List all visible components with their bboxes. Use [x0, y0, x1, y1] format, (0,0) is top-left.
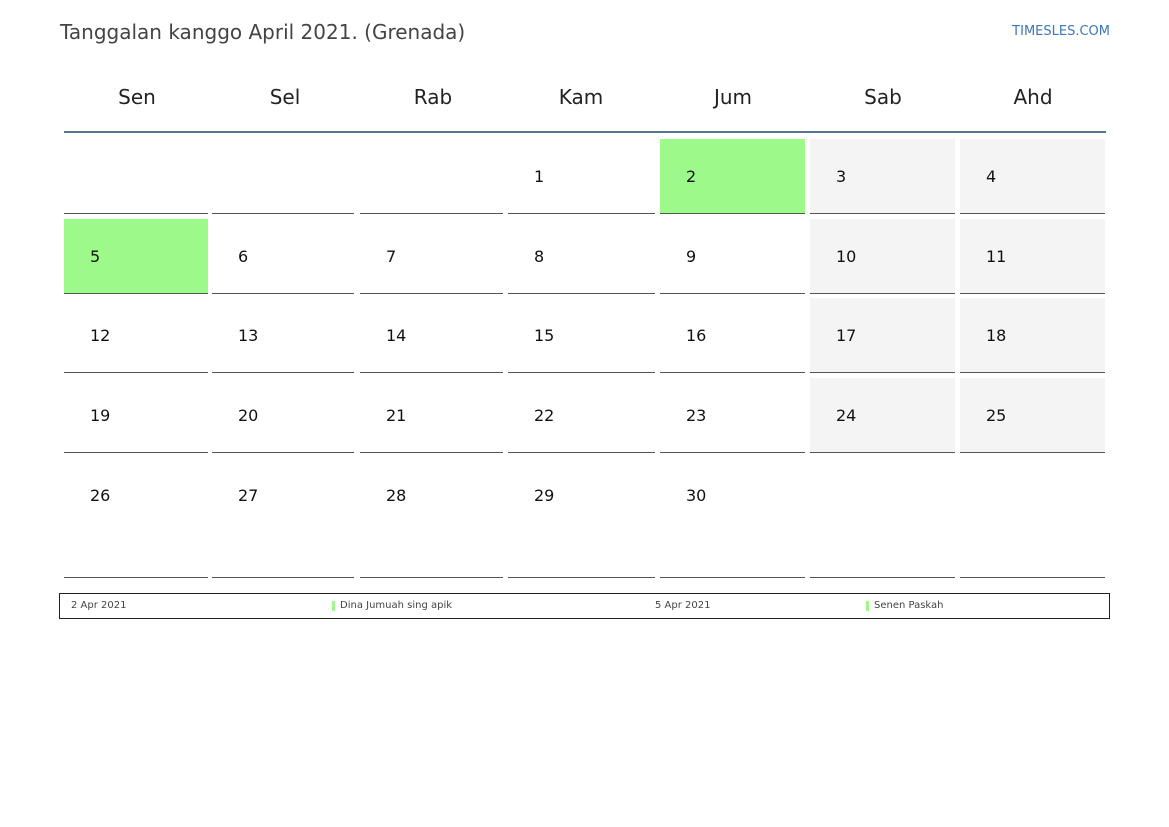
weekday-label: Rab [413, 85, 453, 109]
day-number: 23 [686, 406, 707, 425]
day-cell: 1 [508, 139, 655, 214]
weekday-label: Kam [558, 85, 604, 109]
day-number: 7 [386, 247, 397, 266]
weekday-header-row: Sen Sel Rab Kam Jum Sab Ahd [64, 85, 1106, 115]
day-number: 21 [386, 406, 407, 425]
day-cell: 13 [212, 298, 354, 373]
day-number: 22 [534, 406, 555, 425]
holiday-legend: 2 Apr 2021 Dina Jumuah sing apik 5 Apr 2… [59, 593, 1110, 619]
day-cell: 2 [660, 139, 805, 214]
empty-day-cell [64, 139, 208, 214]
day-number: 2 [686, 167, 697, 186]
day-cell: 5 [64, 219, 208, 294]
day-number: 17 [836, 326, 857, 345]
legend-holiday-name: Senen Paskah [874, 600, 944, 611]
day-cell: 12 [64, 298, 208, 373]
day-cell: 8 [508, 219, 655, 294]
weekday-label: Ahd [1013, 85, 1053, 109]
day-cell: 26 [64, 458, 208, 578]
day-number: 5 [90, 247, 101, 266]
weekday-label: Sab [864, 85, 902, 109]
legend-date: 2 Apr 2021 [71, 600, 127, 611]
day-number: 27 [238, 486, 259, 505]
weekday-label: Jum [713, 85, 753, 109]
day-number: 18 [986, 326, 1007, 345]
day-cell: 3 [810, 139, 955, 214]
day-number: 3 [836, 167, 847, 186]
empty-day-cell [212, 139, 354, 214]
day-cell: 9 [660, 219, 805, 294]
day-number: 25 [986, 406, 1007, 425]
day-cell: 24 [810, 378, 955, 453]
empty-day-cell [360, 139, 503, 214]
day-cell: 22 [508, 378, 655, 453]
day-cell: 7 [360, 219, 503, 294]
day-number: 10 [836, 247, 857, 266]
day-cell: 29 [508, 458, 655, 578]
day-number: 16 [686, 326, 707, 345]
day-cell: 21 [360, 378, 503, 453]
empty-day-cell [810, 458, 955, 578]
day-number: 30 [686, 486, 707, 505]
legend-date: 5 Apr 2021 [655, 600, 711, 611]
day-cell: 16 [660, 298, 805, 373]
day-number: 28 [386, 486, 407, 505]
day-cell: 20 [212, 378, 354, 453]
day-number: 24 [836, 406, 857, 425]
legend-color-marker [866, 601, 869, 611]
day-number: 14 [386, 326, 407, 345]
day-cell: 6 [212, 219, 354, 294]
legend-color-marker [332, 601, 335, 611]
brand-link[interactable]: TIMESLES.COM [1012, 24, 1110, 39]
day-number: 15 [534, 326, 555, 345]
day-cell: 28 [360, 458, 503, 578]
day-cell: 27 [212, 458, 354, 578]
day-number: 19 [90, 406, 111, 425]
day-cell: 10 [810, 219, 955, 294]
day-number: 26 [90, 486, 111, 505]
day-cell: 23 [660, 378, 805, 453]
day-number: 12 [90, 326, 111, 345]
day-number: 11 [986, 247, 1007, 266]
weekday-label: Sel [269, 85, 301, 109]
day-cell: 30 [660, 458, 805, 578]
day-number: 9 [686, 247, 697, 266]
day-number: 29 [534, 486, 555, 505]
day-cell: 15 [508, 298, 655, 373]
day-cell: 11 [960, 219, 1105, 294]
day-number: 13 [238, 326, 259, 345]
day-cell: 18 [960, 298, 1105, 373]
day-number: 20 [238, 406, 259, 425]
header-divider [64, 131, 1106, 133]
weekday-label: Sen [118, 85, 156, 109]
day-number: 8 [534, 247, 545, 266]
day-number: 4 [986, 167, 997, 186]
day-number: 1 [534, 167, 545, 186]
page-title: Tanggalan kanggo April 2021. (Grenada) [60, 20, 466, 44]
day-cell: 14 [360, 298, 503, 373]
empty-day-cell [960, 458, 1105, 578]
day-number: 6 [238, 247, 249, 266]
day-cell: 4 [960, 139, 1105, 214]
legend-holiday-name: Dina Jumuah sing apik [340, 600, 453, 611]
day-cell: 25 [960, 378, 1105, 453]
day-cell: 17 [810, 298, 955, 373]
day-cell: 19 [64, 378, 208, 453]
